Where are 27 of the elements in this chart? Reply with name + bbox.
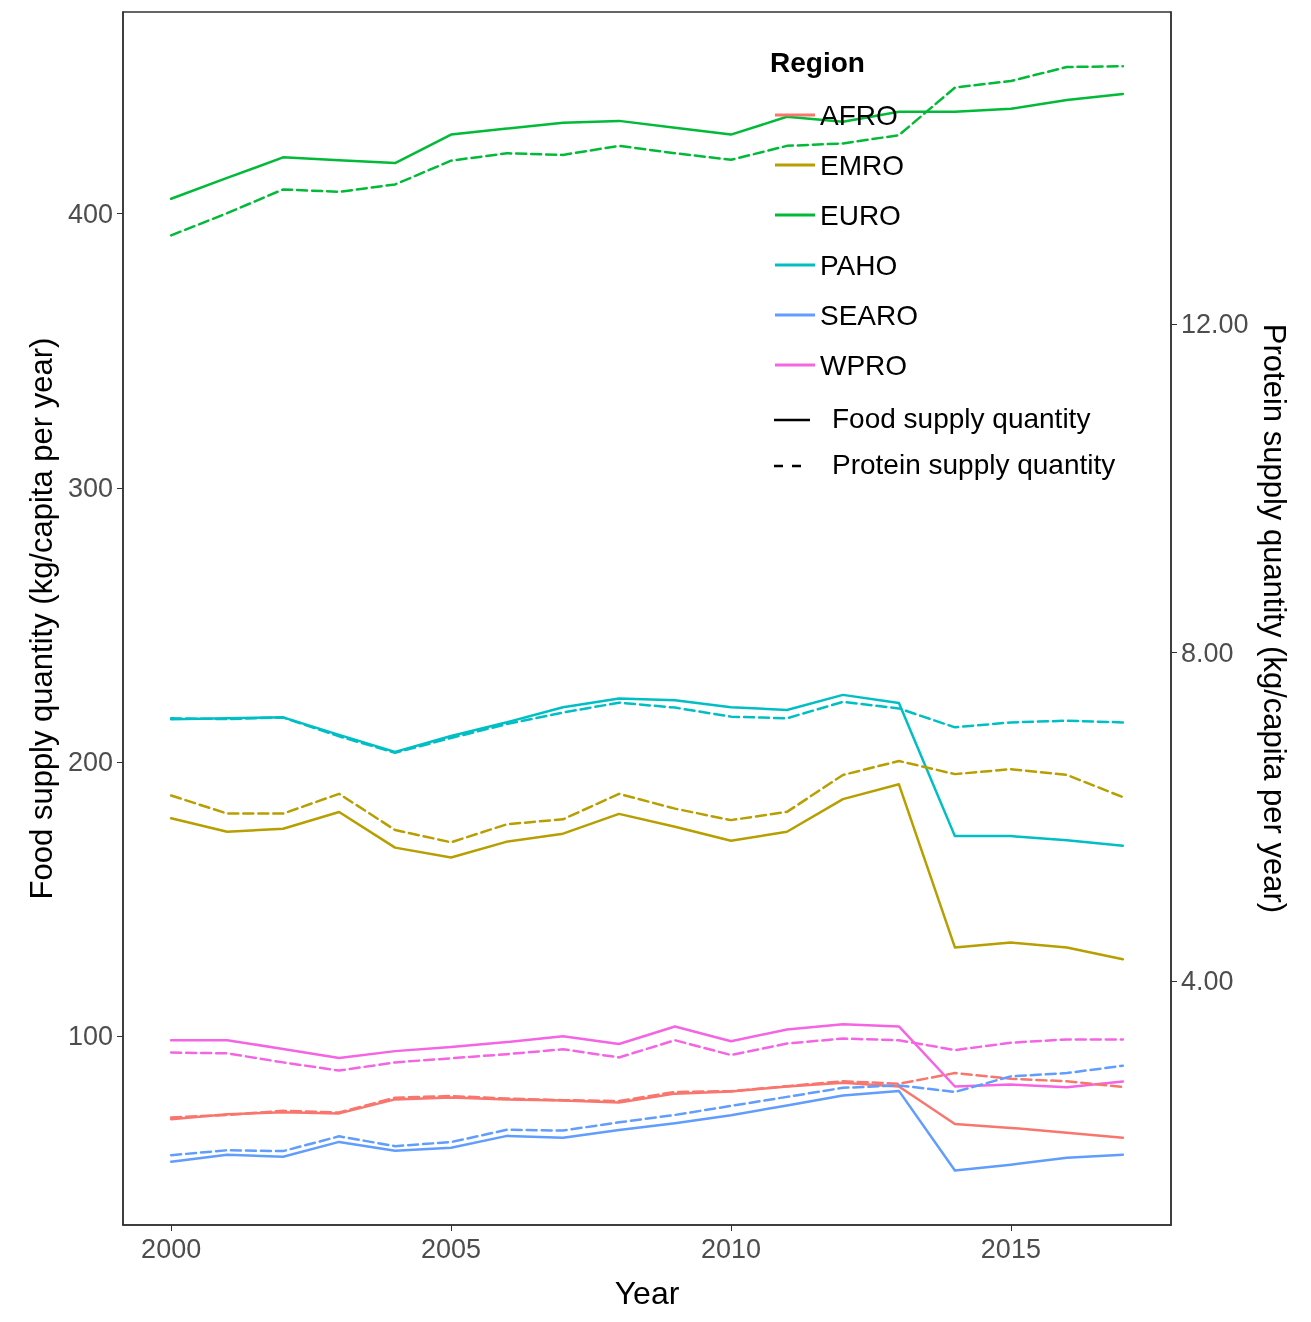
x-tick-label: 2010 <box>700 1233 762 1264</box>
legend-label: EURO <box>820 199 901 231</box>
x-tick-label: 2005 <box>421 1233 482 1264</box>
y2-tick-label: 12.00 <box>1181 309 1249 340</box>
line-series <box>169 783 1125 961</box>
legend-title: Region <box>770 46 865 78</box>
y2-axis-title: Protein supply quantity (kg/capita per year) <box>1257 323 1293 914</box>
legend-label: EMRO <box>820 149 904 181</box>
legend-label: PAHO <box>820 249 898 281</box>
line-series <box>169 759 1125 844</box>
x-tick-label: 2000 <box>141 1233 202 1264</box>
y2-tick-label: 8.00 <box>1181 637 1234 668</box>
x-axis-title: Year <box>614 1275 680 1311</box>
x-tick-label: 2015 <box>980 1233 1041 1264</box>
y2-tick-label: 4.00 <box>1181 966 1234 997</box>
legend-label: WPRO <box>820 349 908 381</box>
y-tick-label: 400 <box>67 198 113 229</box>
y-tick-label: 100 <box>67 1021 113 1052</box>
y-tick-label: 300 <box>67 472 113 503</box>
legend-label: SEARO <box>820 299 919 331</box>
annotation: Protein supply quantity <box>832 448 1116 480</box>
line-series <box>169 1064 1125 1157</box>
line-series <box>169 1023 1125 1089</box>
y-tick-label: 200 <box>67 747 113 778</box>
line-series <box>169 1089 1125 1172</box>
y-axis-title: Food supply quantity (kg/capita per year) <box>24 337 60 900</box>
annotation: Food supply quantity <box>832 402 1091 434</box>
